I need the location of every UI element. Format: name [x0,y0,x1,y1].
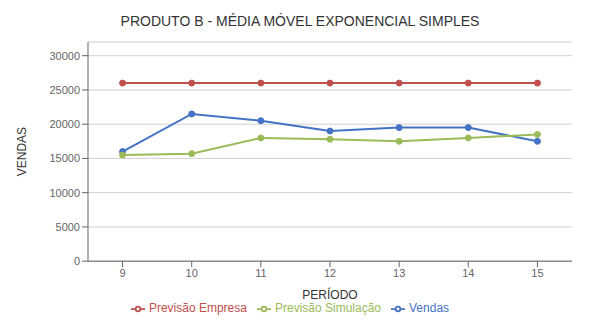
svg-text:30000: 30000 [49,50,80,62]
svg-text:10000: 10000 [49,187,80,199]
svg-text:11: 11 [255,267,266,279]
html-text:Previsão Simulação: Previsão Simulação [275,301,381,316]
svg-text:20000: 20000 [49,118,80,130]
html-text:PRODUTO B - MÉDIA MÓVEL EXPONE: PRODUTO B - MÉDIA MÓVEL EXPONENCIAL SIMP… [120,13,480,29]
html-text:Vendas: Vendas [409,301,450,316]
svg-text:0: 0 [74,255,80,267]
svg-text:9: 9 [120,267,126,279]
svg-text:10: 10 [186,267,198,279]
svg-text:12: 12 [324,267,336,279]
svg-text:25000: 25000 [49,84,80,96]
svg-text:15: 15 [531,267,543,279]
html-text:Previsão Empresa: Previsão Empresa [148,301,247,316]
svg-text:14: 14 [462,267,474,279]
svg-text:PERÍODO: PERÍODO [302,287,357,302]
svg-text:5000: 5000 [56,221,80,233]
svg-text:VENDAS: VENDAS [15,127,29,176]
svg-text:13: 13 [393,267,405,279]
svg-text:15000: 15000 [49,152,80,164]
